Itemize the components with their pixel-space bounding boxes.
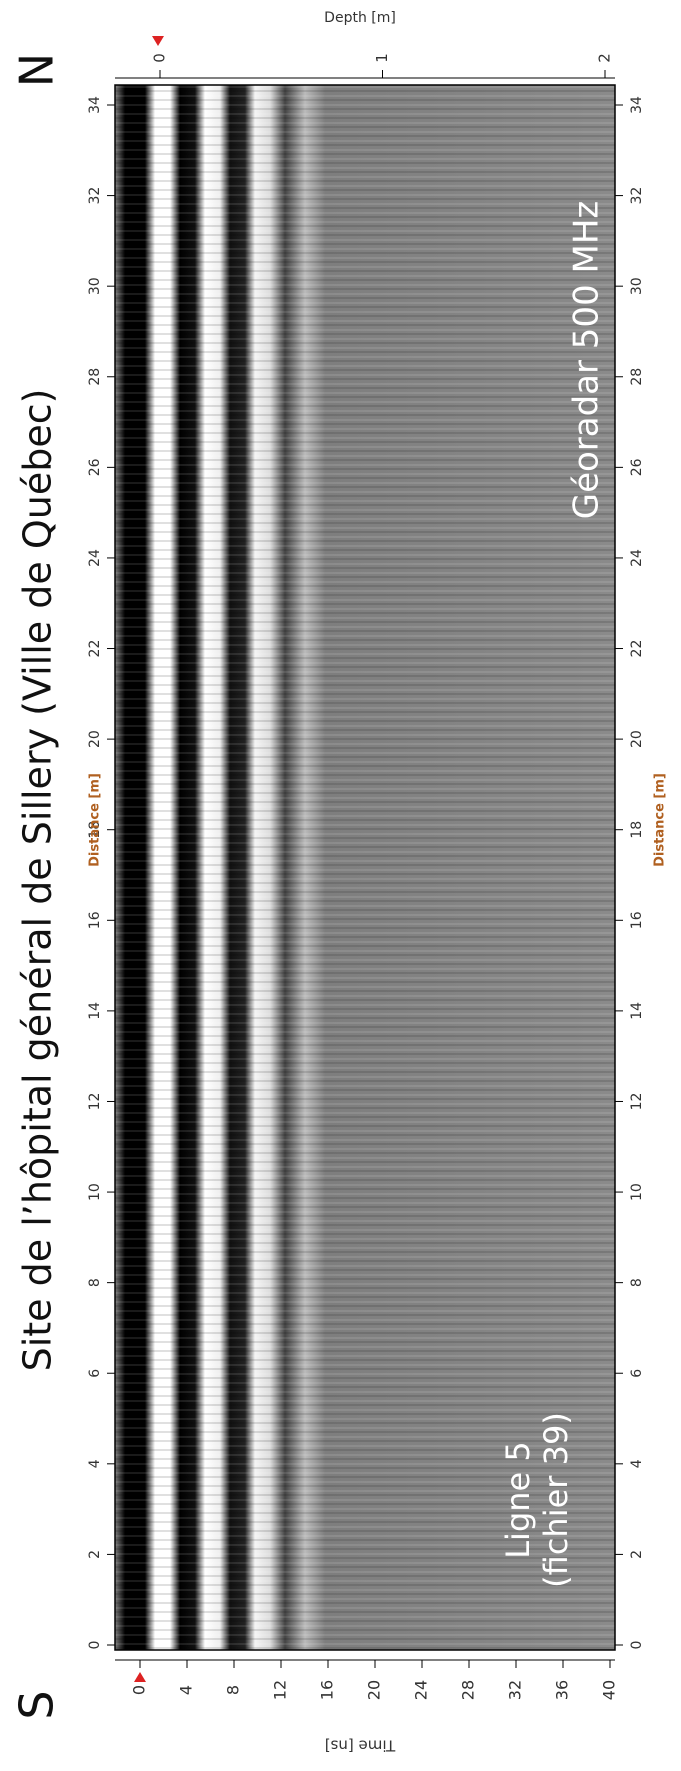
distance-tick-label-right: 18	[629, 821, 645, 839]
distance-tick-label-left: 0	[87, 1641, 103, 1650]
time-tick-label: 8	[224, 1685, 243, 1695]
depth-tick-label: 1	[373, 53, 391, 63]
north-label: N	[10, 53, 64, 87]
distance-tick-label-right: 14	[629, 1002, 645, 1020]
distance-axis-label-left: Distance [m]	[88, 773, 103, 867]
time-tick-label: 4	[177, 1685, 196, 1695]
line-annotation: Ligne 5	[499, 1441, 537, 1559]
distance-tick-label-right: 2	[629, 1550, 645, 1559]
distance-tick-label-left: 2	[87, 1550, 103, 1559]
distance-tick-label-right: 0	[629, 1641, 645, 1650]
distance-tick-label-right: 24	[629, 549, 645, 567]
time-tick-label: 36	[553, 1680, 572, 1700]
distance-axis-label-right: Distance [m]	[653, 773, 668, 867]
time-axis-label: Time [ns]	[325, 1737, 397, 1755]
distance-tick-label-right: 8	[629, 1278, 645, 1287]
distance-tick-label-left: 24	[87, 549, 103, 567]
line-annotation: (fichier 39)	[537, 1412, 575, 1588]
distance-tick-label-left: 32	[87, 187, 103, 205]
depth-tick-label: 2	[596, 53, 614, 63]
distance-tick-label-left: 20	[87, 730, 103, 748]
distance-tick-label-right: 32	[629, 187, 645, 205]
depth-zero-marker	[152, 36, 164, 46]
distance-tick-label-left: 4	[87, 1459, 103, 1468]
distance-tick-label-left: 30	[87, 277, 103, 295]
distance-tick-label-left: 8	[87, 1278, 103, 1287]
depth-axis-label: Depth [m]	[324, 10, 396, 26]
south-label: S	[10, 1690, 64, 1719]
distance-tick-label-left: 18	[87, 821, 103, 839]
distance-tick-label-left: 26	[87, 458, 103, 476]
time-tick-label: 24	[412, 1680, 431, 1700]
title: Site de l’hôpital général de Sillery (Vi…	[16, 389, 60, 1372]
depth-tick-label: 0	[151, 53, 169, 63]
distance-tick-label-right: 6	[629, 1369, 645, 1378]
distance-tick-label-right: 12	[629, 1093, 645, 1111]
distance-tick-label-right: 10	[629, 1183, 645, 1201]
time-tick-label: 12	[271, 1680, 290, 1700]
distance-tick-label-right: 4	[629, 1459, 645, 1468]
distance-tick-label-right: 20	[629, 730, 645, 748]
distance-tick-label-right: 16	[629, 911, 645, 929]
time-tick-label: 16	[318, 1680, 337, 1700]
distance-tick-label-right: 28	[629, 368, 645, 386]
distance-tick-label-left: 6	[87, 1369, 103, 1378]
distance-tick-label-right: 34	[629, 96, 645, 114]
time-tick-label: 20	[365, 1680, 384, 1700]
distance-tick-label-right: 30	[629, 277, 645, 295]
distance-tick-label-right: 26	[629, 458, 645, 476]
panel-frame	[114, 84, 616, 1651]
distance-tick-label-left: 28	[87, 368, 103, 386]
time-zero-marker	[134, 1672, 146, 1682]
radar-annotation: Géoradar 500 MHz	[567, 201, 607, 520]
radargram-texture	[115, 85, 615, 1650]
time-tick-label: 28	[459, 1680, 478, 1700]
time-tick-label: 0	[130, 1685, 149, 1695]
distance-tick-label-left: 34	[87, 96, 103, 114]
time-tick-label: 40	[600, 1680, 619, 1700]
distance-tick-label-left: 14	[87, 1002, 103, 1020]
distance-tick-label-left: 16	[87, 911, 103, 929]
time-tick-label: 32	[506, 1680, 525, 1700]
distance-tick-label-left: 12	[87, 1093, 103, 1111]
distance-tick-label-left: 10	[87, 1183, 103, 1201]
distance-tick-label-left: 22	[87, 640, 103, 658]
distance-tick-label-right: 22	[629, 640, 645, 658]
